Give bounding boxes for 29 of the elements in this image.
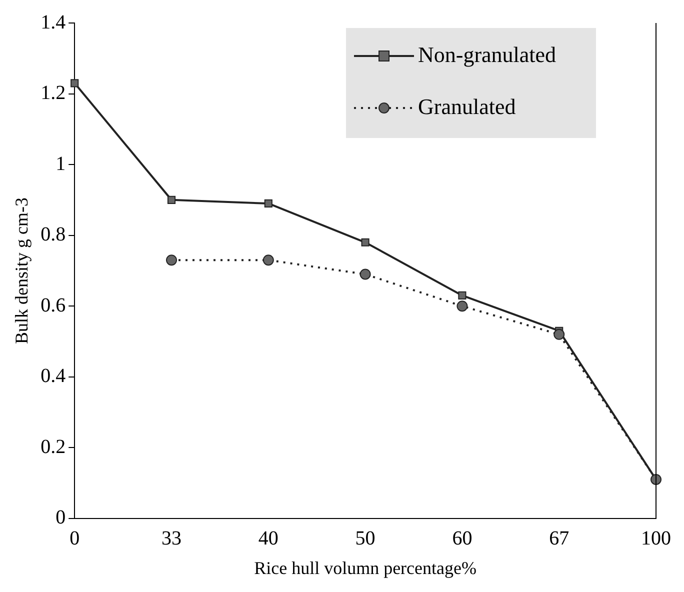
x-tick-label: 67: [549, 528, 570, 550]
x-tick-label: 40: [258, 528, 278, 550]
y-tick-label: 1.4: [40, 11, 66, 34]
x-tick-label: 33: [162, 528, 182, 550]
point: [264, 199, 272, 208]
point: [70, 79, 79, 88]
point: [456, 300, 468, 312]
y-tick-label: 0.2: [40, 436, 66, 458]
point: [458, 291, 466, 300]
y-tick-label: 0.4: [40, 365, 66, 388]
legend-label: Non-granulated: [418, 42, 556, 67]
point: [167, 196, 176, 204]
y-tick-label: 0.8: [40, 224, 66, 246]
point: [554, 328, 565, 340]
x-tick-label: 0: [70, 528, 80, 550]
legend-label: Granulated: [418, 94, 516, 119]
point: [166, 254, 177, 266]
point: [360, 268, 371, 280]
x-tick-label: 50: [355, 528, 376, 550]
point: [262, 254, 274, 266]
x-axis-title: Rice hull volumn percentage%: [254, 558, 477, 578]
x-tick-label: 100: [641, 528, 671, 550]
y-tick-label: 1.2: [40, 82, 66, 104]
y-tick-label: 0: [56, 506, 66, 529]
x-tick-label: 60: [452, 528, 472, 550]
y-axis-title: Bulk density g cm-3: [12, 197, 32, 344]
point: [361, 238, 370, 246]
y-tick-label: 0.6: [40, 294, 66, 316]
y-tick-label: 1: [56, 152, 66, 175]
